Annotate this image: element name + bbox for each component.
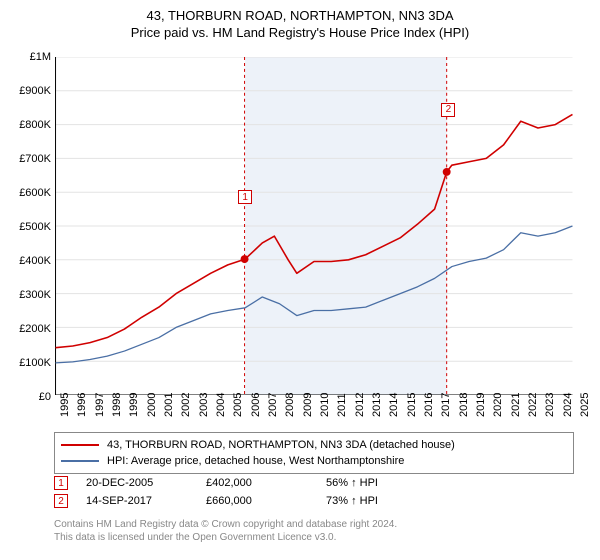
event-row: 2 14-SEP-2017 £660,000 73% ↑ HPI — [54, 492, 574, 510]
event-hpi: 73% ↑ HPI — [326, 495, 446, 507]
legend-swatch — [61, 444, 99, 446]
events-table: 1 20-DEC-2005 £402,000 56% ↑ HPI 2 14-SE… — [54, 474, 574, 510]
y-axis-tick: £600K — [5, 187, 51, 199]
x-axis-tick: 2001 — [163, 393, 175, 417]
x-axis-tick: 2012 — [354, 393, 366, 417]
footer-line: Contains HM Land Registry data © Crown c… — [54, 518, 574, 531]
legend-swatch — [61, 460, 99, 462]
footer: Contains HM Land Registry data © Crown c… — [54, 518, 574, 544]
x-axis-tick: 2019 — [475, 393, 487, 417]
x-axis-tick: 2021 — [510, 393, 522, 417]
sale-marker-icon: 1 — [238, 190, 252, 204]
y-axis-tick: £1M — [5, 51, 51, 63]
x-axis-tick: 2025 — [579, 393, 591, 417]
x-axis-tick: 2023 — [544, 393, 556, 417]
price-chart: £0£100K£200K£300K£400K£500K£600K£700K£80… — [54, 56, 574, 396]
x-axis-tick: 2004 — [215, 393, 227, 417]
x-axis-tick: 1997 — [94, 393, 106, 417]
event-date: 14-SEP-2017 — [86, 495, 206, 507]
x-axis-tick: 2013 — [371, 393, 383, 417]
y-axis-tick: £500K — [5, 221, 51, 233]
x-axis-tick: 1999 — [128, 393, 140, 417]
y-axis-tick: £200K — [5, 323, 51, 335]
event-price: £660,000 — [206, 495, 326, 507]
legend-item: 43, THORBURN ROAD, NORTHAMPTON, NN3 3DA … — [61, 437, 567, 453]
x-axis-tick: 2005 — [232, 393, 244, 417]
y-axis-tick: £400K — [5, 255, 51, 267]
y-axis-tick: £700K — [5, 153, 51, 165]
sale-marker-icon: 2 — [441, 103, 455, 117]
x-axis-tick: 1996 — [76, 393, 88, 417]
x-axis-tick: 2002 — [180, 393, 192, 417]
y-axis-tick: £800K — [5, 119, 51, 131]
x-axis-tick: 2015 — [406, 393, 418, 417]
x-axis-tick: 2008 — [284, 393, 296, 417]
x-axis-tick: 2010 — [319, 393, 331, 417]
x-axis-tick: 2007 — [267, 393, 279, 417]
chart-svg — [55, 57, 573, 395]
x-axis-tick: 2020 — [492, 393, 504, 417]
footer-line: This data is licensed under the Open Gov… — [54, 531, 574, 544]
page-title: 43, THORBURN ROAD, NORTHAMPTON, NN3 3DA — [0, 8, 600, 23]
x-axis-tick: 2017 — [440, 393, 452, 417]
event-row: 1 20-DEC-2005 £402,000 56% ↑ HPI — [54, 474, 574, 492]
y-axis-tick: £0 — [5, 391, 51, 403]
x-axis-tick: 1995 — [59, 393, 71, 417]
event-hpi: 56% ↑ HPI — [326, 477, 446, 489]
x-axis-tick: 2016 — [423, 393, 435, 417]
page-subtitle: Price paid vs. HM Land Registry's House … — [0, 25, 600, 40]
y-axis-tick: £100K — [5, 357, 51, 369]
title-block: 43, THORBURN ROAD, NORTHAMPTON, NN3 3DA … — [0, 0, 600, 40]
event-marker-icon: 1 — [54, 476, 68, 490]
x-axis-tick: 1998 — [111, 393, 123, 417]
event-date: 20-DEC-2005 — [86, 477, 206, 489]
legend-label: HPI: Average price, detached house, West… — [107, 455, 404, 467]
y-axis-tick: £300K — [5, 289, 51, 301]
legend-label: 43, THORBURN ROAD, NORTHAMPTON, NN3 3DA … — [107, 439, 455, 451]
x-axis-tick: 2003 — [198, 393, 210, 417]
x-axis-tick: 2011 — [336, 393, 348, 417]
event-marker-icon: 2 — [54, 494, 68, 508]
x-axis-tick: 2024 — [562, 393, 574, 417]
x-axis-tick: 2022 — [527, 393, 539, 417]
y-axis-tick: £900K — [5, 85, 51, 97]
x-axis-tick: 2000 — [146, 393, 158, 417]
event-price: £402,000 — [206, 477, 326, 489]
x-axis-tick: 2018 — [458, 393, 470, 417]
legend: 43, THORBURN ROAD, NORTHAMPTON, NN3 3DA … — [54, 432, 574, 474]
x-axis-tick: 2006 — [250, 393, 262, 417]
x-axis-tick: 2014 — [388, 393, 400, 417]
x-axis-tick: 2009 — [302, 393, 314, 417]
legend-item: HPI: Average price, detached house, West… — [61, 453, 567, 469]
